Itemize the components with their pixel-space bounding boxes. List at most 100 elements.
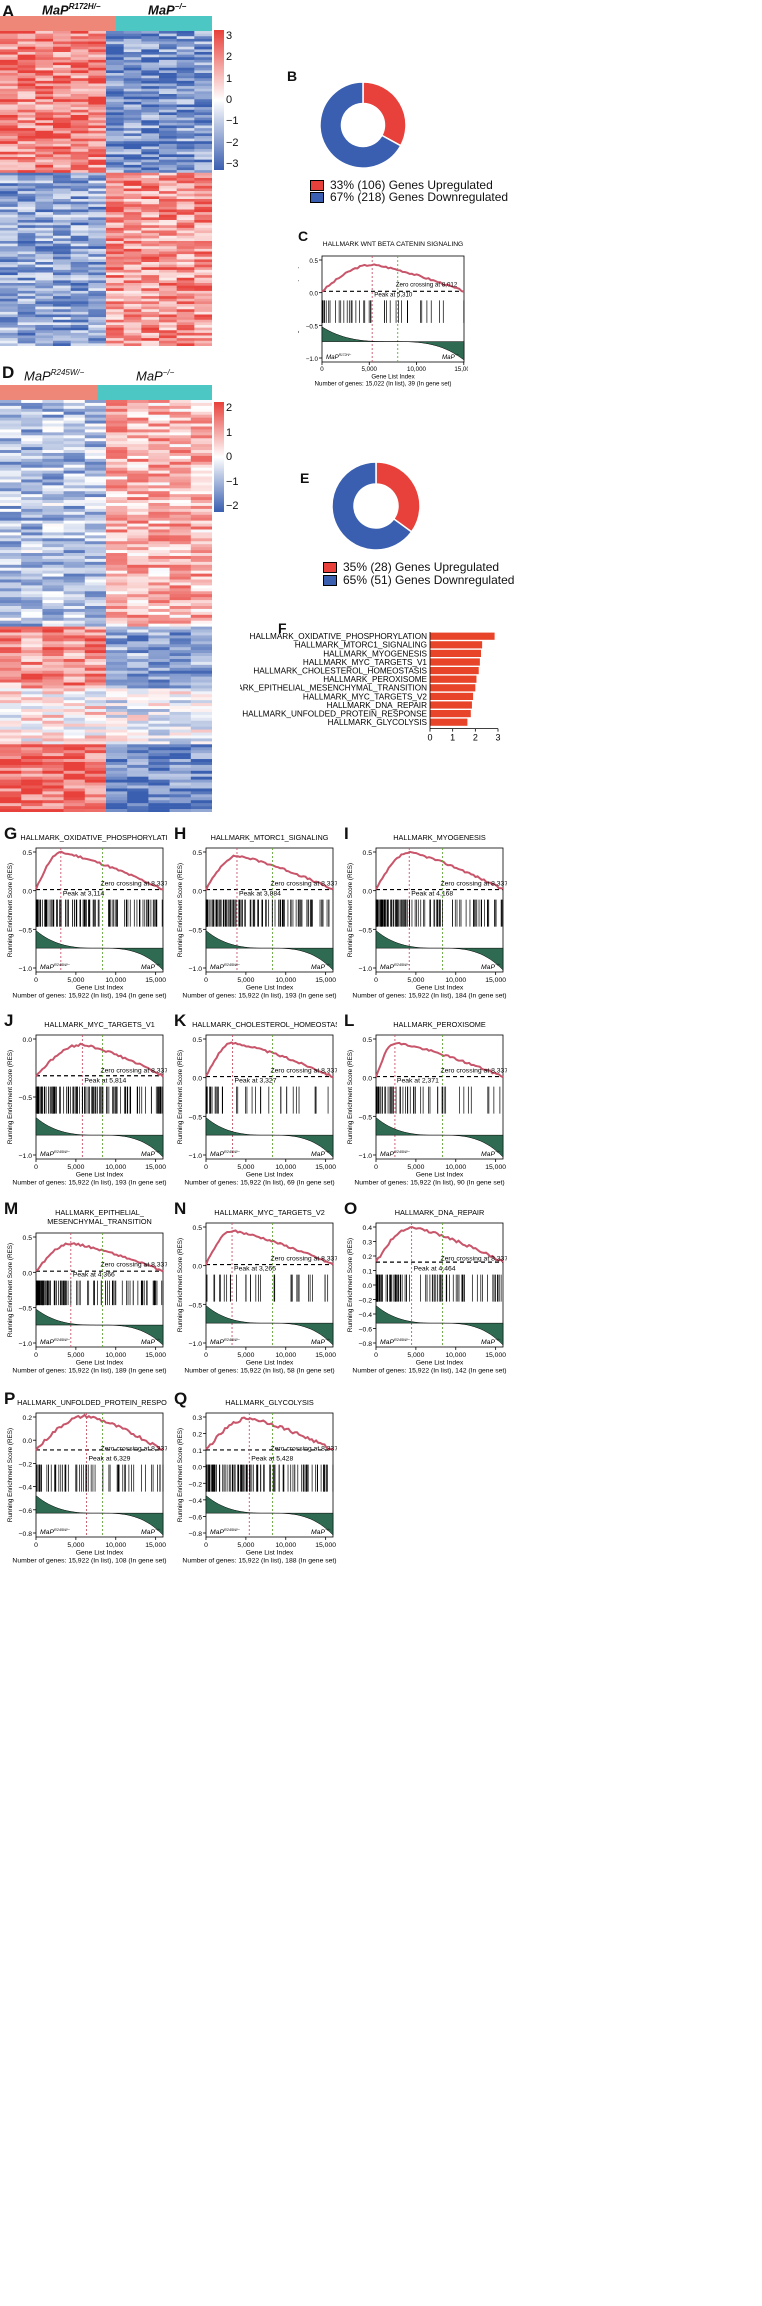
heatmap-cell [0, 209, 18, 213]
heatmap-cell [0, 332, 18, 336]
heatmap-cell [176, 191, 195, 195]
heatmap-cell [190, 673, 212, 677]
heatmap-cell [21, 785, 43, 789]
heatmap-cell [106, 107, 124, 111]
heatmap-cell [169, 632, 192, 636]
heatmap-cell [88, 325, 107, 328]
heatmap-cell [194, 285, 212, 289]
heatmap-cell [88, 338, 107, 342]
heatmap-cell [63, 573, 86, 577]
heatmap-cell [84, 603, 107, 607]
heatmap-cell [53, 125, 71, 129]
gsea-y-axis-label: Running Enrichment Score (RES) [347, 863, 354, 957]
heatmap-cell [176, 99, 195, 103]
heatmap-cell [53, 233, 71, 237]
heatmap-cell [88, 143, 107, 147]
heatmap-cell [84, 782, 107, 786]
heatmap-cell [123, 112, 142, 116]
heatmap-cell [190, 620, 212, 624]
heatmap-cell [148, 673, 170, 677]
heatmap-cell [88, 201, 107, 205]
gsea-x-tick-label: 5,000 [67, 1352, 84, 1359]
heatmap-cell [17, 220, 36, 223]
heatmap-cell [159, 193, 177, 197]
heatmap-cell [63, 785, 86, 789]
heatmap-cell [35, 162, 54, 166]
heatmap-cell [0, 314, 18, 318]
heatmap-cell [0, 67, 18, 71]
heatmap-cell [21, 564, 43, 569]
heatmap-cell [21, 620, 43, 624]
heatmap-cell [84, 435, 107, 439]
heatmap-cell [70, 259, 89, 263]
heatmap-cell [0, 441, 22, 445]
heatmap-cell [106, 753, 128, 757]
heatmap-cell [176, 301, 195, 305]
heatmap-cell [106, 732, 128, 736]
heatmap-cell [159, 296, 177, 300]
gsea-y-tick-label: 0.0 [23, 1438, 33, 1445]
heatmap-cell [148, 623, 170, 627]
heatmap-cell [21, 673, 43, 677]
heatmap-cell [106, 340, 124, 344]
heatmap-cell [169, 405, 192, 410]
heatmap-cell [0, 776, 22, 780]
heatmap-cell [190, 523, 212, 527]
heatmap-cell [159, 151, 177, 155]
heatmap-cell [53, 94, 71, 97]
heatmap-cell [127, 594, 149, 598]
heatmap-cell [88, 340, 107, 344]
heatmap-cell [84, 441, 107, 445]
heatmap-cell [88, 62, 107, 66]
gsea-x-axis-label: Gene List Index [416, 985, 464, 992]
heatmap-cell [17, 325, 36, 328]
nes-category-label: HALLMARK_DNA_REPAIR [327, 701, 427, 710]
heatmap-cell [106, 514, 128, 519]
heatmap-cell [106, 638, 128, 642]
heatmap-cell [148, 505, 170, 510]
heatmap-cell [159, 57, 177, 61]
heatmap-cell [21, 806, 43, 810]
heatmap-cell [88, 175, 107, 179]
heatmap-cell [127, 588, 149, 592]
heatmap-cell [84, 761, 107, 766]
heatmap-cell [141, 230, 160, 234]
heatmap-cell [106, 238, 124, 242]
heatmap-cell [190, 776, 212, 780]
heatmap-cell [0, 317, 18, 321]
heatmap-cell [190, 600, 212, 604]
heatmap-cell [127, 747, 149, 751]
heatmap-cell [148, 653, 170, 657]
heatmap-cell [106, 67, 124, 71]
heatmap-cell [141, 267, 160, 271]
heatmap-cell [127, 435, 149, 439]
heatmap-cell [148, 485, 170, 489]
heatmap-cell [190, 741, 212, 745]
heatmap-cell [106, 164, 124, 168]
heatmap-cell [0, 149, 18, 153]
heatmap-cell [0, 33, 18, 37]
heatmap-cell [42, 803, 64, 807]
heatmap-cell [0, 49, 18, 53]
heatmap-cell [106, 130, 124, 134]
heatmap-cell [17, 201, 36, 205]
heatmap-cell [106, 594, 128, 598]
heatmap-cell [0, 594, 22, 598]
heatmap-cell [17, 73, 36, 76]
heatmap-cell [148, 508, 170, 513]
heatmap-cell [141, 46, 160, 50]
heatmap-cell [190, 747, 212, 751]
heatmap-cell [88, 191, 107, 195]
heatmap-cell [0, 632, 22, 636]
heatmap-cell [0, 461, 22, 466]
panel-letter-i: I [344, 824, 349, 843]
heatmap-cell [169, 444, 192, 448]
heatmap-cell [123, 248, 142, 252]
gsea-x-tick-label: 5,000 [67, 1542, 84, 1549]
heatmap-cell [127, 511, 149, 516]
heatmap-cell [63, 709, 86, 713]
heatmap-cell [169, 408, 192, 413]
heatmap-cell [17, 151, 36, 155]
heatmap-cell [42, 767, 64, 772]
heatmap-cell [148, 682, 170, 686]
